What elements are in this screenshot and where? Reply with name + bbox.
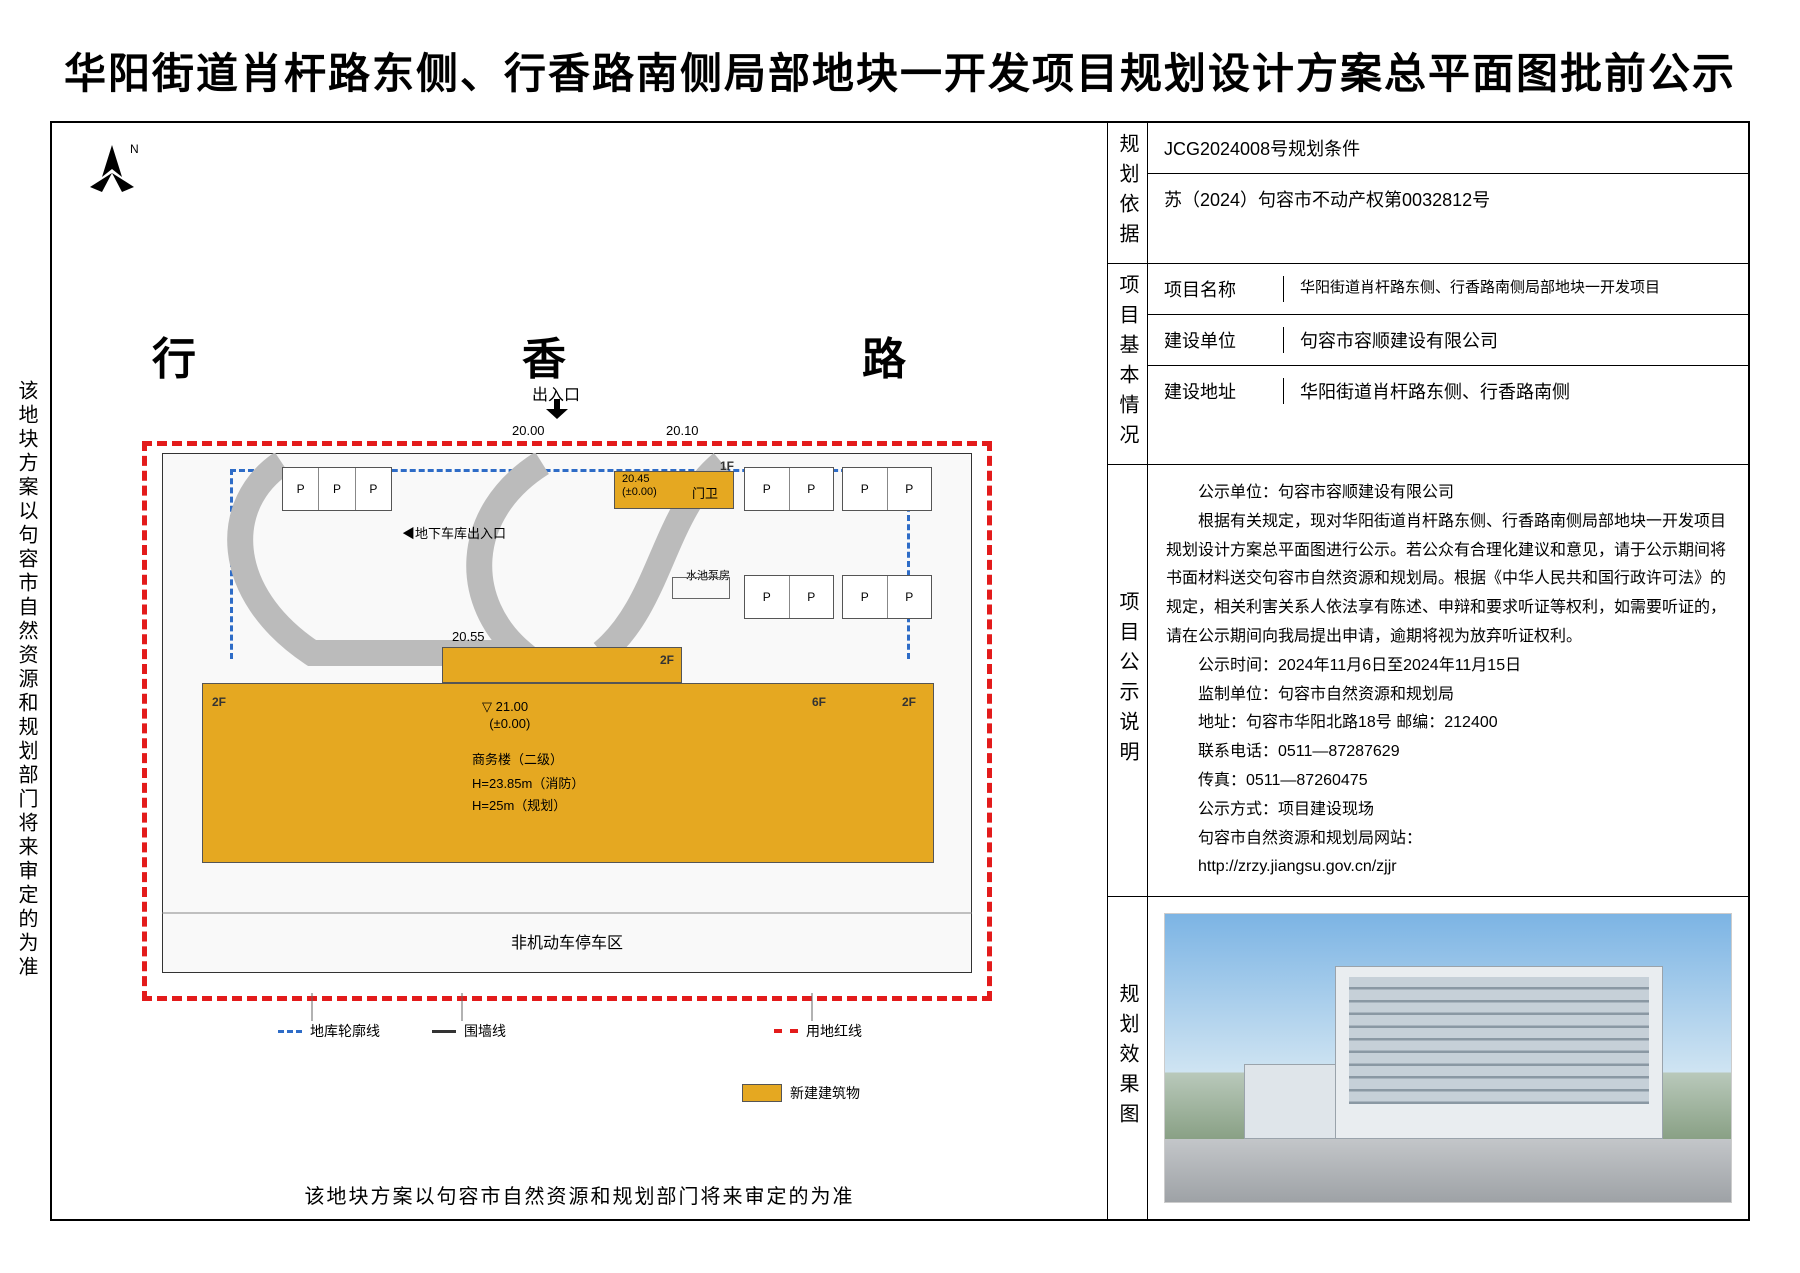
basis-header: 规划依据 bbox=[1108, 123, 1148, 263]
road-char-3: 路 bbox=[862, 323, 906, 387]
legend-wall: 围墙线 bbox=[432, 1021, 506, 1041]
notice-header: 项目公示说明 bbox=[1108, 465, 1148, 896]
road-char-1: 行 bbox=[152, 323, 196, 387]
gate-label: 门卫 bbox=[692, 483, 718, 502]
section-basis: 规划依据 JCG2024008号规划条件 苏（2024）句容市不动产权第0032… bbox=[1108, 123, 1748, 264]
building-upper-wing bbox=[442, 647, 682, 683]
content-frame: N 行 香 路 出入口 20.00 20.10 PPP PP PP PP bbox=[50, 121, 1750, 1221]
section-notice: 项目公示说明 公示单位：句容市容顺建设有限公司 根据有关规定，现对华阳街道肖杆路… bbox=[1108, 465, 1748, 897]
gate-elev: 20.45 (±0.00) bbox=[622, 473, 657, 499]
basis-row-1: JCG2024008号规划条件 bbox=[1148, 123, 1748, 174]
main-name: 商务楼（二级） bbox=[472, 749, 563, 768]
parking-row: PP bbox=[744, 575, 834, 619]
parking-row: PP bbox=[744, 467, 834, 511]
rendering-image bbox=[1164, 913, 1732, 1203]
parking-row: PP bbox=[842, 467, 932, 511]
basis-row-2: 苏（2024）句容市不动产权第0032812号 bbox=[1148, 174, 1748, 224]
main-h2: H=25m（规划） bbox=[472, 795, 566, 814]
legend-basement: 地库轮廓线 bbox=[278, 1021, 380, 1041]
svg-text:N: N bbox=[130, 142, 139, 156]
render-header: 规划效果图 bbox=[1108, 897, 1148, 1219]
bike-zone-label: 非机动车停车区 bbox=[172, 929, 962, 953]
parking-row: PPP bbox=[282, 467, 392, 511]
legend-pointer-icon bbox=[162, 993, 1002, 1023]
floor-2f-c: 2F bbox=[902, 695, 916, 709]
project-unit-row: 建设单位句容市容顺建设有限公司 bbox=[1148, 315, 1748, 366]
dim-1: 20.00 bbox=[512, 423, 545, 438]
legend-redline: 用地红线 bbox=[774, 1021, 862, 1041]
notice-body: 公示单位：句容市容顺建设有限公司 根据有关规定，现对华阳街道肖杆路东侧、行香路南… bbox=[1148, 465, 1748, 896]
compass-icon: N bbox=[72, 137, 152, 207]
site-plan: N 行 香 路 出入口 20.00 20.10 PPP PP PP PP bbox=[52, 123, 1108, 1219]
gate-floor: 1F bbox=[720, 459, 734, 473]
road-char-2: 香 bbox=[522, 323, 566, 387]
bottom-disclaimer: 该地块方案以句容市自然资源和规划部门将来审定的为准 bbox=[52, 1180, 1107, 1209]
main-h1: H=23.85m（消防） bbox=[472, 773, 584, 792]
legend-newbldg: 新建建筑物 bbox=[742, 1083, 860, 1103]
project-header: 项目基本情况 bbox=[1108, 264, 1148, 464]
garage-entry-label: ◀地下车库出入口 bbox=[402, 523, 506, 542]
project-addr-row: 建设地址华阳街道肖杆路东侧、行香路南侧 bbox=[1148, 366, 1748, 416]
project-name-row: 项目名称 华阳街道肖杆路东侧、行香路南侧局部地块一开发项目 bbox=[1148, 264, 1748, 315]
section-render: 规划效果图 bbox=[1108, 897, 1748, 1219]
main-elev: ▽ 21.00 (±0.00) bbox=[482, 699, 530, 733]
dim-2: 20.10 bbox=[666, 423, 699, 438]
dim-3: 20.55 bbox=[452, 629, 485, 644]
floor-2f-a: 2F bbox=[660, 653, 674, 667]
info-column: 规划依据 JCG2024008号规划条件 苏（2024）句容市不动产权第0032… bbox=[1108, 123, 1748, 1219]
parking-row: PP bbox=[842, 575, 932, 619]
document-title: 华阳街道肖杆路东侧、行香路南侧局部地块一开发项目规划设计方案总平面图批前公示 bbox=[50, 40, 1750, 101]
page: 该地块方案以句容市自然资源和规划部门将来审定的为准 华阳街道肖杆路东侧、行香路南… bbox=[0, 0, 1800, 1273]
section-project: 项目基本情况 项目名称 华阳街道肖杆路东侧、行香路南侧局部地块一开发项目 建设单… bbox=[1108, 264, 1748, 465]
pump-room bbox=[672, 577, 730, 599]
left-vertical-note: 该地块方案以句容市自然资源和规划部门将来审定的为准 bbox=[12, 380, 41, 980]
entrance-arrow-icon bbox=[542, 399, 572, 419]
floor-2f-b: 2F bbox=[212, 695, 226, 709]
floor-6f: 6F bbox=[812, 695, 826, 709]
